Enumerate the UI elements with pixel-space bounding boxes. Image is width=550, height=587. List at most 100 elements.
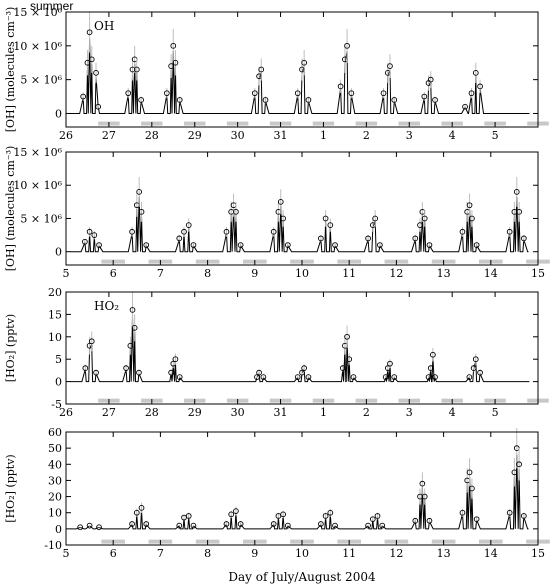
- obs-point: [350, 374, 357, 380]
- obs-point: [86, 29, 93, 36]
- obs-point: [168, 63, 174, 69]
- obs-point: [138, 505, 145, 511]
- obs-point: [270, 521, 277, 527]
- obs-point: [168, 369, 174, 376]
- obs-point: [470, 365, 477, 372]
- x-tick-label: 30: [231, 406, 245, 419]
- x-tick-label: 27: [102, 406, 116, 419]
- obs-series-9: [506, 427, 527, 520]
- obs-point: [256, 369, 262, 376]
- y-axis-label: [HO₂] (pptv): [4, 454, 17, 522]
- obs-point: [427, 365, 434, 372]
- x-tick-label: 12: [389, 267, 403, 280]
- panel-label: HO₂: [94, 299, 119, 313]
- obs-point: [185, 222, 192, 228]
- model-line: [70, 454, 529, 530]
- obs-point: [327, 222, 334, 228]
- obs-point: [143, 521, 150, 527]
- obs-point: [419, 480, 426, 487]
- y-tick-label: 0: [55, 376, 62, 389]
- obs-point: [374, 513, 381, 519]
- obs-point: [82, 365, 89, 372]
- obs-point: [277, 199, 284, 205]
- oh-panel-august: 5 6 7 8 9 10 11 12 13 14 15 0 5 × 10⁶ 10 × 10⁶ 15 × 10…: [4, 146, 550, 280]
- obs-point: [516, 461, 522, 468]
- y-tick-label: 10: [48, 331, 62, 344]
- obs-point: [223, 228, 230, 235]
- obs-series-7: [412, 201, 433, 248]
- obs-series-0: [82, 226, 102, 248]
- obs-series-5: [318, 210, 338, 248]
- y-tick-label: 20: [48, 286, 62, 299]
- obs-point: [185, 513, 192, 519]
- obs-point: [95, 103, 102, 110]
- y-tick-label: 5: [55, 353, 62, 366]
- obs-point: [426, 242, 433, 248]
- obs-point: [305, 97, 312, 103]
- x-tick-label: 26: [59, 129, 73, 142]
- obs-point: [417, 222, 423, 228]
- obs-point: [462, 103, 468, 110]
- obs-series-2: [176, 512, 197, 529]
- y-tick-label: 60: [48, 426, 62, 439]
- obs-point: [387, 360, 393, 367]
- obs-point: [123, 365, 129, 372]
- obs-point: [339, 365, 346, 372]
- x-tick-label: 4: [449, 129, 456, 142]
- obs-point: [472, 356, 479, 363]
- obs-series-0: [77, 522, 102, 531]
- obs-series-6: [365, 210, 383, 248]
- obs-point: [138, 97, 144, 103]
- plot-frame: [65, 291, 539, 405]
- obs-point: [262, 97, 269, 103]
- x-tick-label: 8: [204, 547, 211, 560]
- obs-series-8: [462, 62, 483, 110]
- obs-point: [301, 59, 307, 66]
- obs-point: [469, 485, 475, 492]
- obs-point: [516, 208, 522, 215]
- obs-point: [421, 215, 428, 222]
- x-tick-label: 29: [188, 406, 202, 419]
- obs-series-1: [129, 502, 150, 527]
- obs-point: [223, 521, 230, 527]
- obs-series-7: [421, 71, 438, 104]
- obs-point: [365, 235, 371, 242]
- x-tick-label: 31: [274, 406, 288, 419]
- obs-point: [84, 59, 91, 66]
- obs-point: [425, 374, 432, 380]
- obs-series-8: [459, 193, 480, 248]
- obs-point: [421, 93, 428, 100]
- x-tick-label: 10: [295, 267, 309, 280]
- obs-point: [412, 517, 419, 524]
- x-tick-label: 8: [204, 267, 211, 280]
- y-tick-label: 0: [55, 246, 62, 259]
- y-tick-label: 10: [48, 507, 62, 520]
- obs-point: [280, 511, 286, 518]
- obs-series-1: [123, 292, 142, 376]
- obs-point: [270, 228, 277, 235]
- x-tick-label: 15: [531, 547, 545, 560]
- y-tick-label: 0: [55, 107, 62, 120]
- obs-series-4: [294, 364, 312, 380]
- panel-label: OH: [94, 19, 114, 33]
- x-tick-label: 29: [188, 129, 202, 142]
- obs-series-1: [129, 176, 150, 248]
- x-tick-label: 31: [274, 129, 288, 142]
- obs-point: [472, 70, 479, 76]
- obs-point: [91, 232, 98, 238]
- ho2-panel-august: 5 6 7 8 9 10 11 12 13 14 15 -10 0 10 20 30 40 50 60 [HO₂] (…: [4, 426, 550, 560]
- obs-point: [506, 509, 513, 516]
- y-tick-label: 10 × 10⁶: [13, 179, 62, 192]
- obs-point: [459, 228, 466, 235]
- obs-series-5: [339, 325, 357, 380]
- y-axis-label: [OH] (molecules cm⁻³): [4, 7, 17, 133]
- x-tick-label: 9: [251, 547, 258, 560]
- x-tick-label: 2: [363, 406, 370, 419]
- obs-point: [260, 374, 267, 380]
- obs-point: [346, 356, 353, 363]
- obs-point: [237, 242, 244, 248]
- obs-point: [318, 521, 324, 527]
- y-tick-label: -5: [51, 398, 62, 411]
- obs-series-8: [459, 458, 480, 523]
